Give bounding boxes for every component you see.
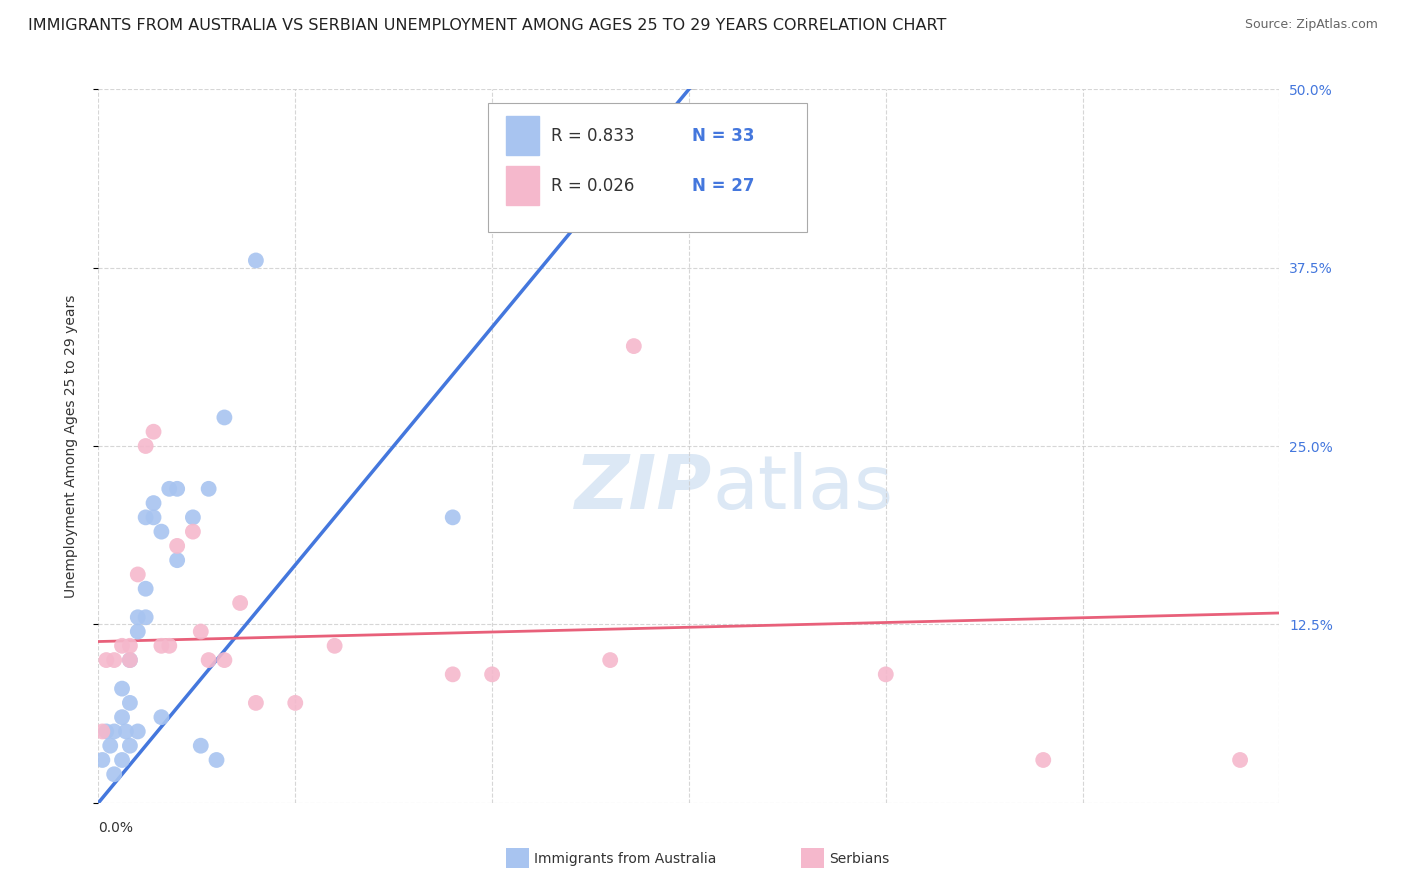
Text: atlas: atlas — [713, 452, 894, 525]
Point — [875, 667, 897, 681]
Point — [135, 610, 157, 624]
Point — [142, 425, 165, 439]
Point — [205, 753, 228, 767]
Text: N = 27: N = 27 — [693, 177, 755, 194]
Point — [190, 624, 212, 639]
Y-axis label: Unemployment Among Ages 25 to 29 years: Unemployment Among Ages 25 to 29 years — [63, 294, 77, 598]
Point — [323, 639, 346, 653]
Text: 0.0%: 0.0% — [98, 821, 134, 835]
Text: ZIP: ZIP — [575, 452, 713, 525]
Point — [245, 253, 267, 268]
Point — [135, 439, 157, 453]
Point — [118, 696, 141, 710]
Point — [103, 767, 125, 781]
Point — [166, 553, 188, 567]
Point — [103, 724, 125, 739]
Text: R = 0.026: R = 0.026 — [551, 177, 634, 194]
Point — [197, 653, 219, 667]
Point — [441, 667, 464, 681]
Bar — [506, 116, 538, 155]
Point — [1229, 753, 1251, 767]
Text: N = 33: N = 33 — [693, 127, 755, 145]
Point — [103, 653, 125, 667]
Point — [111, 681, 134, 696]
Point — [96, 653, 118, 667]
Point — [229, 596, 252, 610]
Point — [157, 639, 180, 653]
Point — [678, 153, 700, 168]
Point — [157, 482, 180, 496]
Point — [284, 696, 307, 710]
Point — [127, 567, 149, 582]
Point — [111, 753, 134, 767]
FancyBboxPatch shape — [488, 103, 807, 232]
Point — [623, 339, 645, 353]
Point — [118, 653, 141, 667]
Point — [245, 696, 267, 710]
Point — [98, 739, 121, 753]
Point — [142, 496, 165, 510]
Point — [481, 667, 503, 681]
Point — [166, 482, 188, 496]
Text: IMMIGRANTS FROM AUSTRALIA VS SERBIAN UNEMPLOYMENT AMONG AGES 25 TO 29 YEARS CORR: IMMIGRANTS FROM AUSTRALIA VS SERBIAN UNE… — [28, 18, 946, 33]
Point — [142, 510, 165, 524]
Text: R = 0.833: R = 0.833 — [551, 127, 634, 145]
Text: Immigrants from Australia: Immigrants from Australia — [534, 852, 717, 866]
Point — [127, 610, 149, 624]
Point — [111, 710, 134, 724]
Text: Source: ZipAtlas.com: Source: ZipAtlas.com — [1244, 18, 1378, 31]
Point — [166, 539, 188, 553]
Point — [1032, 753, 1054, 767]
Point — [150, 524, 173, 539]
Point — [181, 524, 204, 539]
Bar — [506, 166, 538, 205]
Point — [214, 653, 236, 667]
Point — [127, 724, 149, 739]
Point — [118, 653, 141, 667]
Point — [599, 653, 621, 667]
Point — [135, 582, 157, 596]
Text: Serbians: Serbians — [830, 852, 890, 866]
Point — [115, 724, 138, 739]
Point — [135, 510, 157, 524]
Point — [190, 739, 212, 753]
Point — [441, 510, 464, 524]
Point — [214, 410, 236, 425]
Point — [91, 753, 114, 767]
Point — [111, 639, 134, 653]
Point — [96, 724, 118, 739]
Point — [150, 710, 173, 724]
Point — [150, 639, 173, 653]
Point — [91, 724, 114, 739]
Point — [118, 739, 141, 753]
Point — [127, 624, 149, 639]
Point — [197, 482, 219, 496]
Point — [181, 510, 204, 524]
Point — [118, 639, 141, 653]
